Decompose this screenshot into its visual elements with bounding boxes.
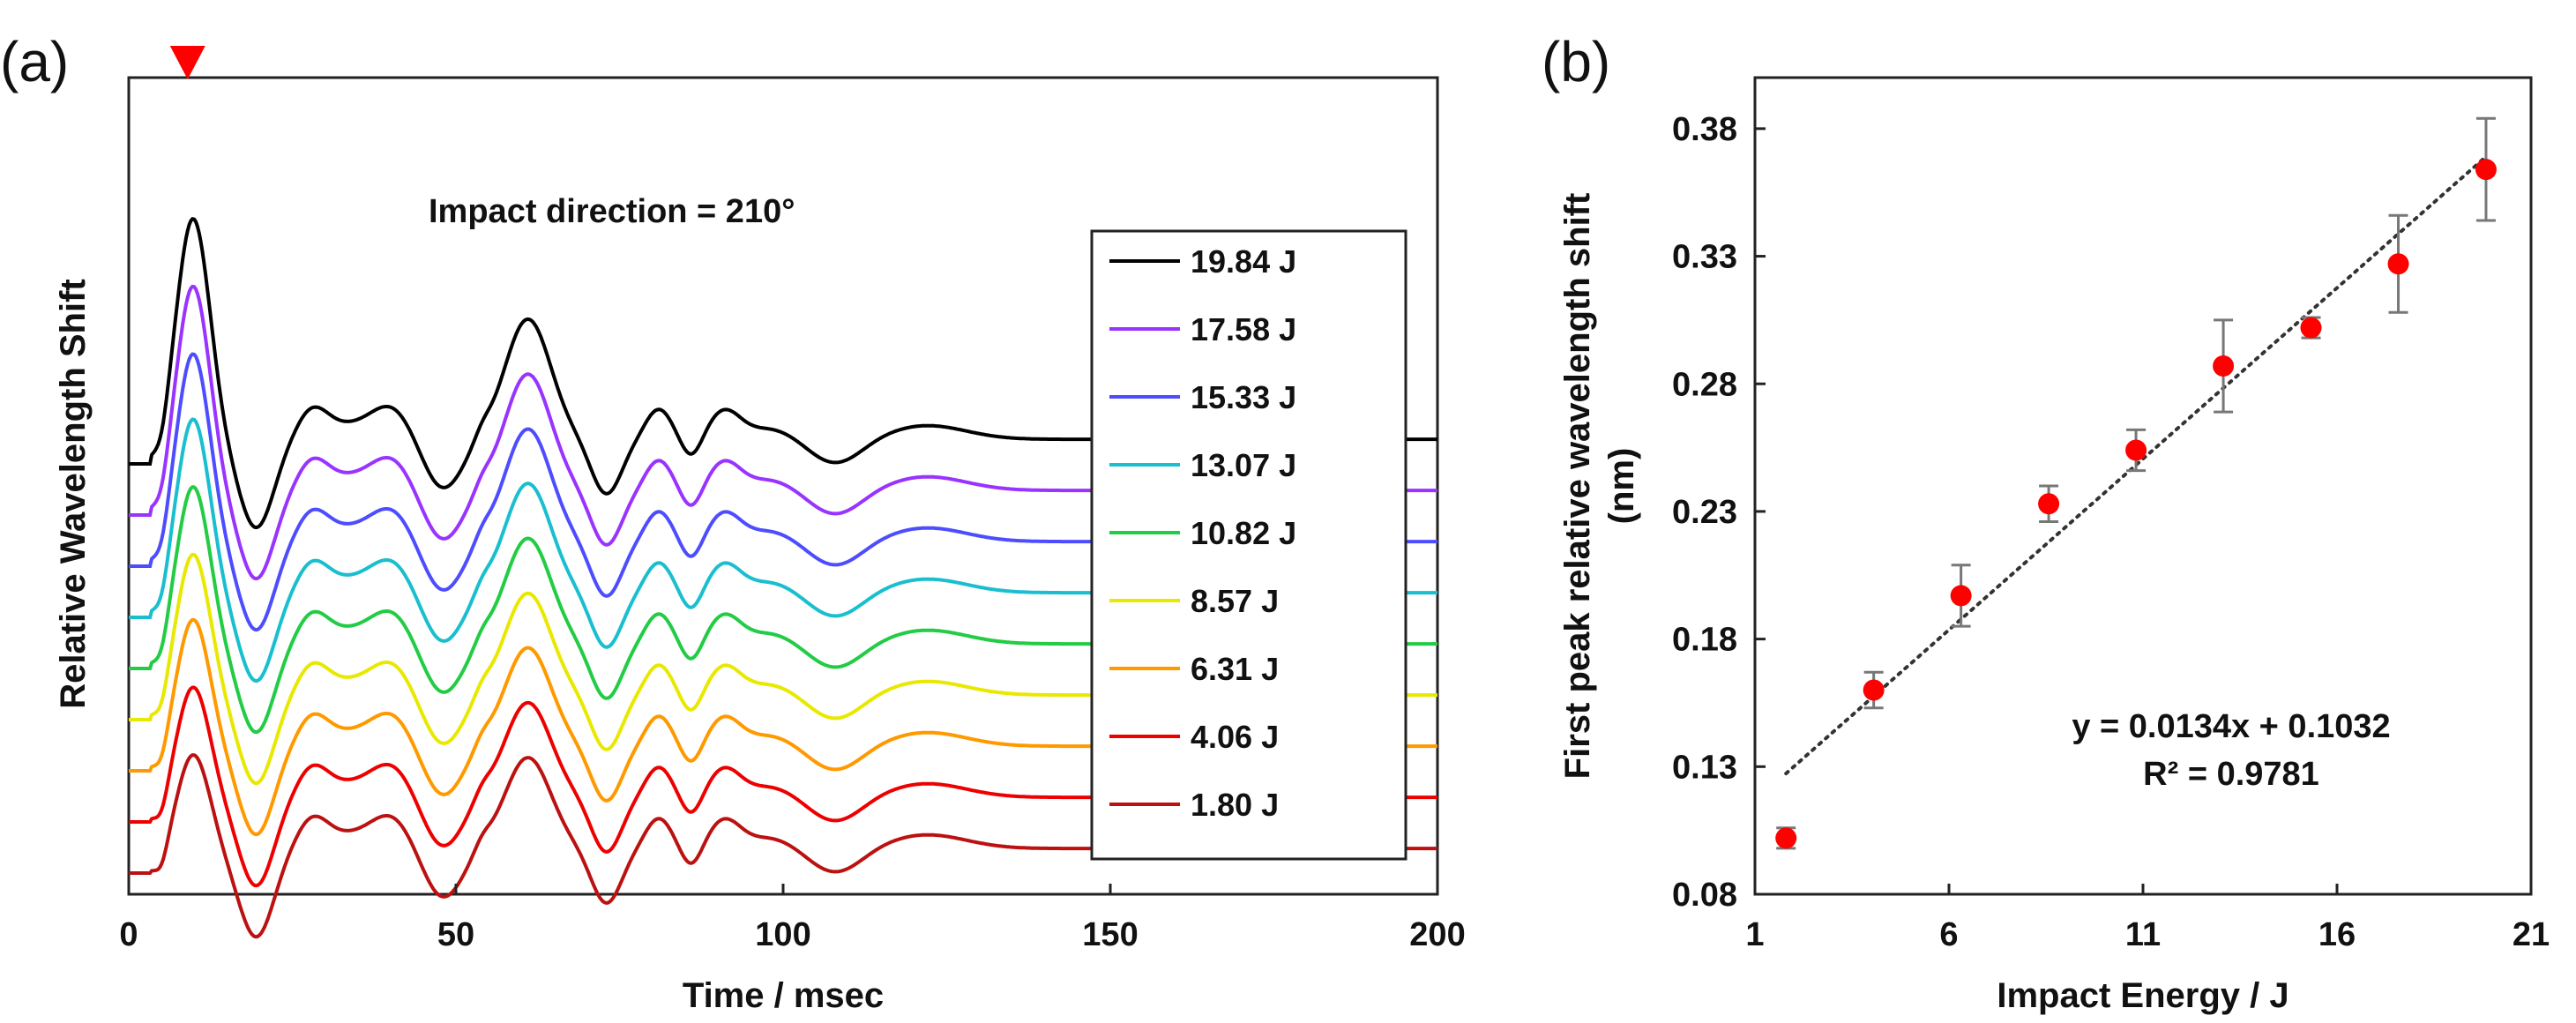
panel-a-x-axis-label: Time / msec [683, 976, 884, 1015]
panel-b-y-tick-label: 0.13 [1672, 749, 1737, 786]
legend-label: 15.33 J [1191, 379, 1296, 415]
panel-a: (a) Impact direction = 210° 0 50 100 150 200… [0, 30, 1466, 1015]
panel-b-y-axis-label-line1: First peak relative wavelength shift [1558, 193, 1597, 780]
data-point [2213, 355, 2235, 377]
panel-b-y-axis-label-line2: (nm) [1602, 448, 1641, 525]
data-point [1950, 585, 1972, 607]
data-point [2038, 493, 2060, 515]
panel-b-y-tick-label: 0.38 [1672, 111, 1737, 148]
impact-direction-annotation: Impact direction = 210° [429, 193, 795, 230]
panel-a-x-tick-label: 50 [437, 916, 474, 953]
legend-label: 4.06 J [1191, 719, 1279, 755]
panel-b-y-tick-label: 0.18 [1672, 622, 1737, 659]
panel-b-data-points [1775, 116, 2497, 850]
panel-b-label: (b) [1542, 30, 1610, 93]
impact-marker-triangle [169, 46, 205, 79]
r-squared-value: R² = 0.9781 [2143, 756, 2319, 793]
panel-a-legend: 19.84 J 17.58 J 15.33 J 13.07 J 10.82 J 8.57 … [1090, 229, 1407, 861]
panel-b-y-tick-label: 0.33 [1672, 239, 1737, 276]
panel-b-x-axis-label: Impact Energy / J [1997, 976, 2289, 1015]
panel-b-x-tick-label: 6 [1939, 916, 1958, 953]
panel-b-y-tick-label: 0.08 [1672, 877, 1737, 914]
data-point [1863, 679, 1885, 701]
data-point [2125, 439, 2147, 461]
panel-b-y-ticks: 0.08 0.13 0.18 0.23 0.28 0.33 0.38 [1672, 111, 1766, 914]
data-point [1775, 827, 1797, 849]
data-point [2300, 317, 2322, 339]
legend-label: 19.84 J [1191, 243, 1296, 280]
panel-b-x-tick-label: 1 [1745, 916, 1764, 953]
panel-b-y-tick-label: 0.28 [1672, 366, 1737, 403]
panel-a-x-tick-label: 150 [1082, 916, 1138, 953]
panel-b: (b) 0.080.130.180.230.280.330.38 1 6 11 16 2… [1542, 30, 2550, 1015]
panel-a-label: (a) [0, 30, 69, 93]
panel-b-x-tick-label: 21 [2513, 916, 2550, 953]
legend-box [1090, 229, 1407, 861]
data-point [2387, 253, 2409, 275]
panel-b-x-ticks: 1 6 11 16 21 [1745, 884, 2550, 953]
legend-label: 1.80 J [1191, 787, 1279, 823]
legend-label: 6.31 J [1191, 651, 1279, 687]
panel-a-y-axis-label: Relative Wavelength Shift [54, 279, 93, 709]
panel-b-y-tick-label: 0.23 [1672, 494, 1737, 531]
panel-b-x-tick-label: 16 [2318, 916, 2356, 953]
panel-a-x-tick-label: 200 [1409, 916, 1465, 953]
panel-b-x-tick-label: 11 [2125, 916, 2161, 953]
legend-label: 13.07 J [1191, 447, 1296, 483]
panel-a-x-tick-label: 100 [755, 916, 810, 953]
data-point [2475, 159, 2497, 181]
legend-label: 17.58 J [1191, 311, 1296, 347]
legend-label: 8.57 J [1191, 583, 1279, 619]
panel-a-x-ticks: 0 50 100 150 200 [119, 884, 1466, 953]
panel-a-x-tick-label: 0 [119, 916, 138, 953]
regression-equation: y = 0.0134x + 0.1032 [2072, 708, 2390, 745]
legend-label: 10.82 J [1191, 515, 1296, 551]
